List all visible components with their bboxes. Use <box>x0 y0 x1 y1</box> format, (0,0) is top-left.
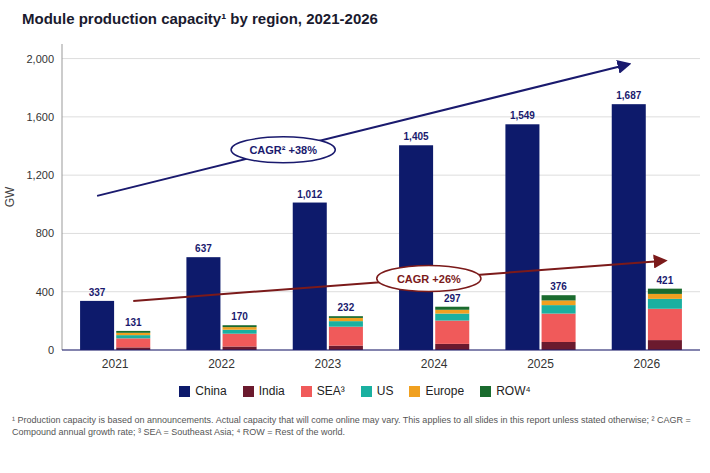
bar <box>223 334 257 347</box>
cagr-ellipse <box>377 266 481 292</box>
x-tick-label: 2025 <box>527 357 554 371</box>
x-tick-label: 2021 <box>102 357 129 371</box>
bar <box>612 104 646 350</box>
annotation: CAGR +26% <box>397 273 461 285</box>
y-tick-label: 1,200 <box>26 169 54 181</box>
y-axis-line <box>62 44 63 350</box>
legend-item: India <box>243 384 285 398</box>
x-tick-label: 2024 <box>421 357 448 371</box>
page: {"chart_data": {"type": "bar", "title": … <box>0 0 710 473</box>
bar <box>435 314 469 321</box>
y-tick-label: 1,600 <box>26 111 54 123</box>
data-label: 637 <box>195 243 212 254</box>
bar <box>223 327 257 330</box>
total-label: 131 <box>125 317 142 328</box>
footnote: ¹ Production capacity is based on announ… <box>12 414 698 438</box>
bar <box>223 347 257 350</box>
legend-swatch <box>179 386 190 397</box>
x-tick-label: 2023 <box>314 357 341 371</box>
data-label: 1,012 <box>297 189 322 200</box>
bar <box>542 342 576 350</box>
legend-swatch <box>361 386 372 397</box>
total-label: 376 <box>550 281 567 292</box>
total-label: 232 <box>338 302 355 313</box>
legend-item: China <box>179 384 226 398</box>
grid-line <box>62 175 700 176</box>
bar <box>542 295 576 300</box>
bar <box>80 301 114 350</box>
grid-line <box>62 116 700 117</box>
bar <box>329 327 363 346</box>
grid-line <box>62 291 700 292</box>
bar <box>542 300 576 305</box>
annotation: CAGR² +38% <box>249 144 317 156</box>
data-label: 1,405 <box>404 131 429 142</box>
bar <box>435 321 469 344</box>
y-tick-label: 800 <box>36 227 54 239</box>
grid-line <box>62 350 700 351</box>
bar <box>116 338 150 347</box>
bar <box>648 299 682 309</box>
legend-label: US <box>377 384 394 398</box>
data-label: 337 <box>89 287 106 298</box>
y-tick-label: 0 <box>48 344 54 356</box>
bar <box>116 333 150 335</box>
cagr-arrow <box>133 261 665 301</box>
bar <box>648 289 682 294</box>
legend-label: China <box>195 384 226 398</box>
bar <box>186 257 220 350</box>
bar <box>505 124 539 350</box>
legend-label: India <box>259 384 285 398</box>
bar <box>542 305 576 313</box>
legend-swatch <box>480 386 491 397</box>
total-label: 297 <box>444 293 461 304</box>
bar <box>648 294 682 299</box>
cagr-ellipse <box>231 137 335 163</box>
legend: China India SEA³ US Europe ROW⁴ <box>0 384 710 398</box>
bar <box>293 203 327 350</box>
grid-line <box>62 58 700 59</box>
x-tick-label: 2022 <box>208 357 235 371</box>
bar <box>116 335 150 338</box>
total-label: 421 <box>657 275 674 286</box>
x-axis-line <box>62 350 700 351</box>
bar <box>435 344 469 350</box>
bar <box>329 321 363 327</box>
bar <box>542 314 576 342</box>
legend-label: SEA³ <box>317 384 345 398</box>
bar <box>329 316 363 318</box>
legend-item: Europe <box>409 384 464 398</box>
legend-swatch <box>301 386 312 397</box>
bar <box>329 318 363 321</box>
legend-item: ROW⁴ <box>480 384 530 398</box>
data-label: 1,549 <box>510 110 535 121</box>
y-axis-label: GW <box>3 186 17 207</box>
legend-swatch <box>243 386 254 397</box>
bar <box>435 310 469 314</box>
legend-item: SEA³ <box>301 384 345 398</box>
bar <box>116 331 150 333</box>
x-tick-label: 2026 <box>633 357 660 371</box>
bar <box>329 346 363 350</box>
bar <box>648 309 682 340</box>
bar <box>223 330 257 334</box>
bar <box>223 325 257 327</box>
data-label: 1,687 <box>616 90 641 101</box>
cagr-arrow <box>97 64 629 196</box>
title: Module production capacity¹ by region, 2… <box>22 10 378 27</box>
chart: Module production capacity¹ by region, 2… <box>0 0 710 384</box>
legend-label: Europe <box>425 384 464 398</box>
bar <box>648 340 682 350</box>
total-label: 170 <box>231 311 248 322</box>
bar <box>399 145 433 350</box>
legend-swatch <box>409 386 420 397</box>
bars <box>80 104 682 350</box>
bar <box>435 307 469 310</box>
grid-line <box>62 233 700 234</box>
y-tick-label: 400 <box>36 286 54 298</box>
y-tick-label: 2,000 <box>26 53 54 65</box>
legend-item: US <box>361 384 394 398</box>
legend-label: ROW⁴ <box>496 384 530 398</box>
